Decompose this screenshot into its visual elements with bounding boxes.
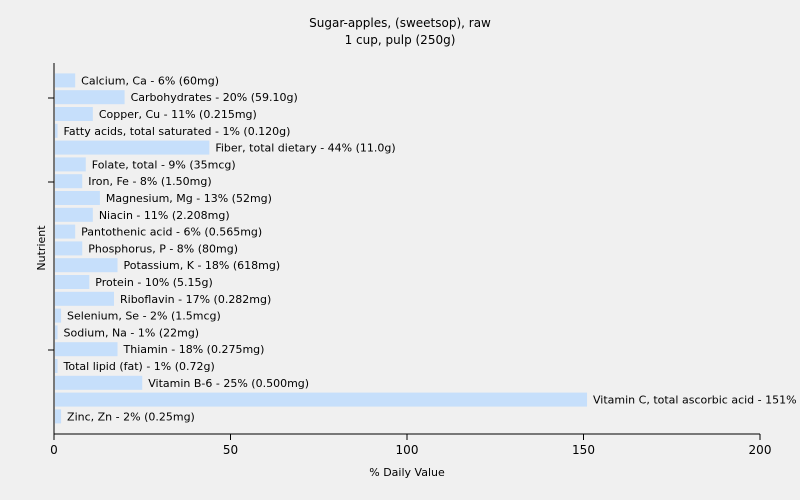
bar-label: Phosphorus, P - 8% (80mg) bbox=[88, 242, 238, 255]
bar-label: Selenium, Se - 2% (1.5mcg) bbox=[67, 310, 221, 323]
bar bbox=[55, 392, 588, 407]
bar-label: Niacin - 11% (2.208mg) bbox=[99, 209, 230, 222]
bar-label: Calcium, Ca - 6% (60mg) bbox=[81, 74, 219, 87]
bar-label: Vitamin B-6 - 25% (0.500mg) bbox=[148, 377, 309, 390]
y-axis-title: Nutrient bbox=[35, 225, 48, 271]
x-tick-label: 100 bbox=[396, 443, 419, 457]
bar-label: Fiber, total dietary - 44% (11.0g) bbox=[215, 142, 395, 155]
bar-label: Zinc, Zn - 2% (0.25mg) bbox=[67, 410, 195, 423]
bar-label: Copper, Cu - 11% (0.215mg) bbox=[99, 108, 257, 121]
bar bbox=[55, 191, 100, 205]
bar bbox=[55, 325, 58, 340]
chart-subtitle: 1 cup, pulp (250g) bbox=[344, 33, 456, 47]
bar bbox=[55, 241, 83, 256]
x-axis-title: % Daily Value bbox=[369, 466, 445, 479]
bar bbox=[55, 342, 118, 357]
x-tick-label: 50 bbox=[223, 443, 238, 457]
bar bbox=[55, 157, 86, 172]
bar-label: Carbohydrates - 20% (59.10g) bbox=[131, 91, 298, 104]
bar-label: Vitamin C, total ascorbic acid - 151% (9… bbox=[593, 394, 800, 407]
bar-label: Sodium, Na - 1% (22mg) bbox=[64, 326, 200, 339]
chart-title: Sugar-apples, (sweetsop), raw bbox=[309, 16, 491, 30]
bar bbox=[55, 308, 62, 323]
bar bbox=[55, 375, 143, 390]
bar-label: Fatty acids, total saturated - 1% (0.120… bbox=[64, 125, 291, 138]
bar bbox=[55, 207, 93, 222]
x-tick-label: 200 bbox=[749, 443, 772, 457]
bar bbox=[55, 107, 93, 121]
bar bbox=[55, 224, 76, 239]
bar-label: Iron, Fe - 8% (1.50mg) bbox=[88, 175, 211, 188]
bar-label: Protein - 10% (5.15g) bbox=[95, 276, 213, 289]
bar-label: Thiamin - 18% (0.275mg) bbox=[123, 343, 265, 356]
bar bbox=[55, 140, 210, 155]
bar bbox=[55, 291, 115, 306]
bar-label: Riboflavin - 17% (0.282mg) bbox=[120, 293, 271, 306]
x-tick-label: 150 bbox=[572, 443, 595, 457]
bar-label: Total lipid (fat) - 1% (0.72g) bbox=[63, 360, 215, 373]
bar bbox=[55, 359, 58, 373]
bar bbox=[55, 409, 62, 424]
bar bbox=[55, 73, 76, 88]
bar-label: Pantothenic acid - 6% (0.565mg) bbox=[81, 226, 262, 239]
bar bbox=[55, 123, 58, 138]
bar-label: Magnesium, Mg - 13% (52mg) bbox=[106, 192, 272, 205]
bar-label: Folate, total - 9% (35mcg) bbox=[92, 158, 236, 171]
bar bbox=[55, 174, 83, 189]
x-tick-label: 0 bbox=[50, 443, 58, 457]
bar-label: Potassium, K - 18% (618mg) bbox=[124, 259, 281, 272]
bar bbox=[55, 90, 125, 105]
bar bbox=[55, 258, 118, 273]
bar bbox=[55, 275, 90, 289]
